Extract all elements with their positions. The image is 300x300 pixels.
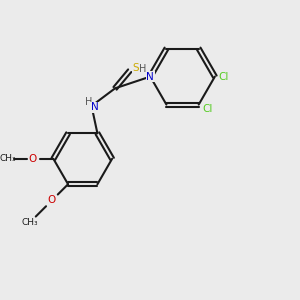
Text: Cl: Cl <box>218 72 229 82</box>
Text: CH₃: CH₃ <box>0 154 16 163</box>
Text: S: S <box>132 63 139 73</box>
Text: H: H <box>85 97 92 106</box>
Text: CH₃: CH₃ <box>22 218 38 227</box>
Text: H: H <box>139 64 147 74</box>
Text: O: O <box>29 154 37 164</box>
Text: N: N <box>91 102 98 112</box>
Text: N: N <box>146 72 154 82</box>
Text: Cl: Cl <box>202 104 213 114</box>
Text: O: O <box>48 195 56 206</box>
